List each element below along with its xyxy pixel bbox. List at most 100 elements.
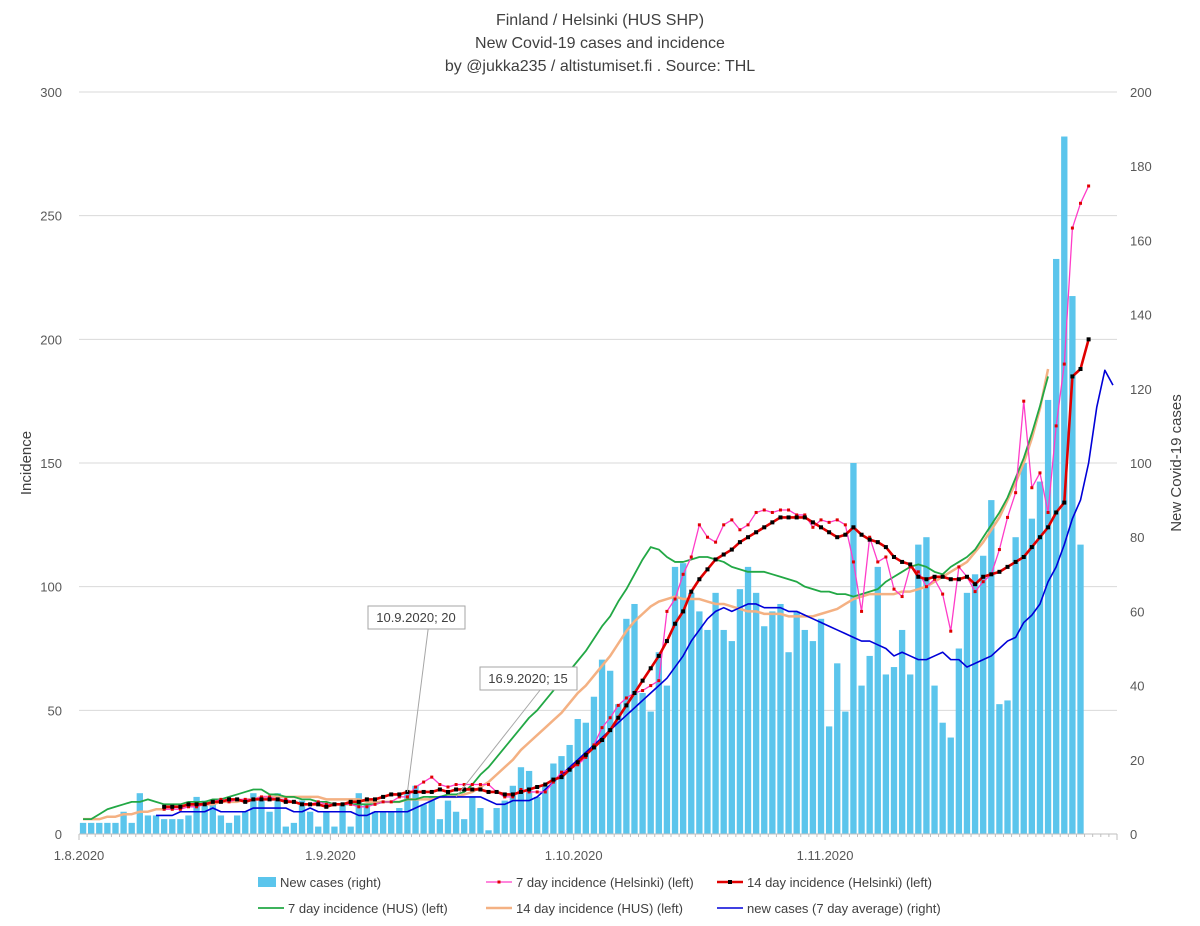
series-marker-inc7_hel (624, 696, 628, 700)
series-marker-inc14_hel (316, 802, 321, 807)
y-left-tick-label: 50 (48, 703, 62, 718)
series-marker-inc7_hel (551, 780, 555, 784)
bar (655, 652, 662, 834)
series-marker-inc7_hel (259, 795, 263, 799)
bar (939, 722, 946, 834)
series-marker-inc7_hel (284, 797, 288, 801)
bar (1004, 700, 1011, 834)
x-tick-label: 1.10.2020 (545, 848, 603, 863)
series-marker-inc7_hel (705, 535, 709, 539)
series-marker-inc7_hel (227, 800, 231, 804)
series-marker-inc7_hel (219, 797, 223, 801)
bar (428, 796, 435, 834)
series-marker-inc14_hel (518, 789, 523, 794)
series-marker-inc14_hel (421, 789, 426, 794)
series-marker-inc7_hel (778, 508, 782, 512)
series-marker-inc14_hel (802, 515, 807, 520)
series-marker-inc14_hel (348, 799, 353, 804)
callout-leader-line (455, 689, 541, 798)
y-left-tick-label: 300 (40, 85, 62, 100)
bar (201, 800, 208, 834)
bar (866, 655, 873, 834)
bar (152, 815, 160, 834)
series-marker-inc7_hel (795, 513, 799, 517)
y-left-tick-label: 200 (40, 332, 62, 347)
bar (501, 800, 508, 834)
series-marker-inc14_hel (210, 799, 215, 804)
series-marker-inc7_hel (178, 807, 182, 811)
y-right-tick-label: 40 (1130, 679, 1144, 694)
bar (242, 811, 249, 834)
series-marker-inc7_hel (438, 783, 442, 787)
series-marker-inc14_hel (681, 609, 686, 614)
series-marker-inc14_hel (178, 804, 183, 809)
series-marker-inc14_hel (786, 515, 791, 520)
series-marker-inc14_hel (543, 782, 548, 787)
series-marker-inc14_hel (778, 515, 783, 520)
series-marker-inc7_hel (422, 780, 426, 784)
series-marker-inc14_hel (162, 804, 167, 809)
bar (769, 611, 776, 834)
series-marker-inc7_hel (608, 716, 612, 720)
series-marker-inc14_hel (202, 802, 207, 807)
series-marker-inc7_hel (884, 555, 888, 559)
bar (598, 659, 606, 834)
series-marker-inc7_hel (900, 595, 904, 599)
bar (1028, 518, 1036, 834)
series-marker-inc7_hel (997, 548, 1001, 552)
series-marker-inc14_hel (372, 797, 377, 802)
series-marker-inc14_hel (567, 767, 572, 772)
y-right-tick-label: 140 (1130, 308, 1152, 323)
bar (834, 663, 841, 834)
bar (963, 592, 971, 834)
bar (258, 800, 265, 834)
series-marker-inc7_hel (349, 802, 353, 806)
bar (558, 756, 565, 834)
bar (574, 718, 581, 834)
bar (631, 603, 638, 834)
series-marker-inc14_hel (729, 547, 734, 552)
bar (582, 722, 589, 834)
y-axis-left-title: Incidence (18, 431, 35, 495)
bar (225, 822, 233, 834)
bar (752, 592, 760, 834)
series-marker-inc14_hel (640, 678, 645, 683)
bar (347, 826, 354, 834)
series-marker-inc7_hel (381, 800, 385, 804)
bar (233, 815, 241, 834)
bar (79, 822, 87, 834)
series-marker-inc7_hel (746, 523, 750, 527)
series-marker-inc7_hel (170, 807, 174, 811)
series-marker-inc14_hel (608, 728, 613, 733)
series-marker-inc14_hel (713, 557, 718, 562)
series-marker-inc7_hel (478, 783, 482, 787)
bar (355, 793, 362, 834)
series-marker-inc14_hel (437, 787, 442, 792)
callouts: 10.9.2020; 20 16.9.2020; 15 (367, 605, 578, 798)
series-marker-inc14_hel (810, 520, 815, 525)
gridlines (79, 91, 1117, 711)
series-marker-inc14_hel (973, 582, 978, 587)
callout-label: 16.9.2020; 15 (488, 671, 568, 686)
series-marker-inc14_hel (470, 787, 475, 792)
bar (379, 811, 387, 834)
series-marker-inc14_hel (632, 691, 637, 696)
series-marker-inc14_hel (908, 562, 913, 567)
bar (696, 611, 703, 834)
bar (1020, 463, 1027, 834)
callout-box (367, 605, 466, 630)
series-marker-inc14_hel (486, 789, 491, 794)
bar (144, 815, 152, 834)
series-marker-inc7_hel (503, 795, 507, 799)
series-marker-inc14_hel (510, 792, 515, 797)
legend-label-inc7_hel: 7 day incidence (Helsinki) (left) (516, 875, 694, 890)
bar (1036, 481, 1044, 834)
bar (485, 830, 492, 834)
series-marker-inc7_hel (487, 783, 491, 787)
series-marker-inc7_hel (649, 684, 653, 688)
y-right-tick-label: 180 (1130, 159, 1152, 174)
series-marker-inc14_hel (794, 515, 799, 520)
series-marker-inc7_hel (616, 703, 620, 707)
bar (509, 785, 517, 834)
series-marker-inc7_hel (657, 679, 661, 683)
